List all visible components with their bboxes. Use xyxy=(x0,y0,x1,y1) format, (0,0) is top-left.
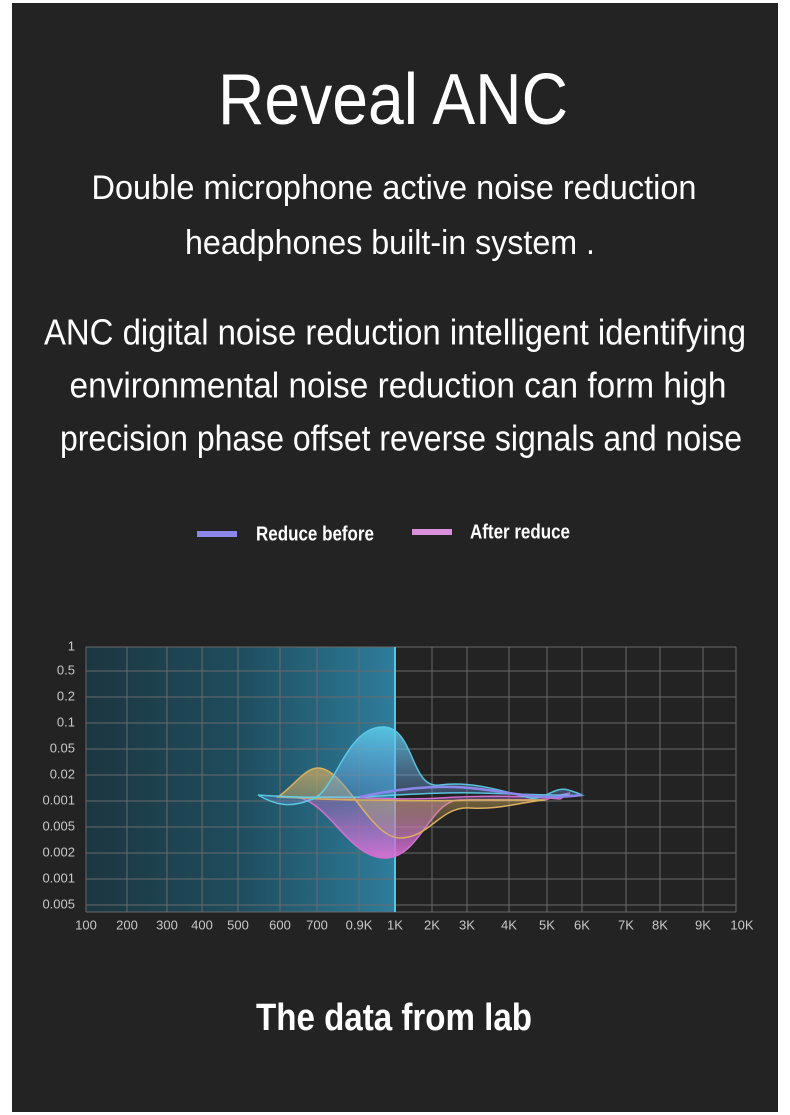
panel xyxy=(12,3,778,1112)
y-axis-label: 0.001 xyxy=(42,792,75,807)
x-axis-label: 3K xyxy=(459,917,475,932)
y-axis-label: 0.002 xyxy=(42,844,75,859)
before-curve xyxy=(257,726,585,806)
description-line: environmental noise reduction can form h… xyxy=(70,365,727,406)
x-axis-label: 1K xyxy=(387,917,403,932)
x-axis-label: 600 xyxy=(269,917,291,932)
after-curve xyxy=(275,767,546,839)
footer: The data from lab xyxy=(256,997,532,1039)
x-axis-label: 5K xyxy=(539,917,555,932)
legend-label: After reduce xyxy=(470,521,570,543)
x-axis-label: 700 xyxy=(306,917,328,932)
description-line: precision phase offset reverse signals a… xyxy=(60,418,742,459)
y-axis-label: 0.5 xyxy=(57,662,75,677)
y-axis-label: 0.001 xyxy=(42,870,75,885)
x-axis-label: 10K xyxy=(730,917,753,932)
x-axis-label: 100 xyxy=(75,917,97,932)
title: Reveal ANC xyxy=(218,60,568,140)
x-axis-label: 500 xyxy=(227,917,249,932)
x-axis-label: 0.9K xyxy=(346,917,373,932)
x-axis-label: 8K xyxy=(652,917,668,932)
y-axis-label: 1 xyxy=(68,638,75,653)
before-curve xyxy=(359,785,583,799)
subtitle-line: Double microphone active noise reduction xyxy=(92,169,697,207)
subtitle-line: headphones built-in system . xyxy=(185,224,595,262)
y-axis-label: 0.02 xyxy=(50,766,75,781)
x-axis-label: 2K xyxy=(424,917,440,932)
x-axis-label: 400 xyxy=(191,917,213,932)
x-axis-label: 4K xyxy=(501,917,517,932)
y-axis-label: 0.1 xyxy=(57,714,75,729)
legend-swatch xyxy=(412,529,452,535)
y-axis-label: 0.005 xyxy=(42,896,75,911)
description-line: ANC digital noise reduction intelligent … xyxy=(44,312,746,353)
curves xyxy=(257,726,585,859)
x-axis-label: 6K xyxy=(574,917,590,932)
x-axis-label: 200 xyxy=(116,917,138,932)
y-axis-label: 0.2 xyxy=(57,688,75,703)
legend-swatch xyxy=(197,531,237,537)
legend-label: Reduce before xyxy=(256,523,374,545)
y-axis-label: 0.05 xyxy=(50,740,75,755)
x-axis-label: 7K xyxy=(618,917,634,932)
x-axis-label: 9K xyxy=(695,917,711,932)
y-axis-label: 0.005 xyxy=(42,818,75,833)
x-axis-label: 300 xyxy=(156,917,178,932)
